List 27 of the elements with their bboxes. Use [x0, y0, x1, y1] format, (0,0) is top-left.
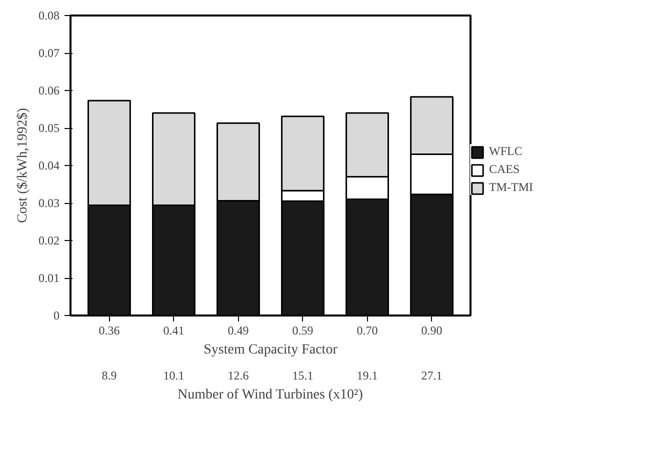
- x-axis-title: System Capacity Factor: [204, 342, 338, 358]
- x-tick-label: 0.59: [292, 324, 314, 338]
- y-tick-label: 0.04: [38, 158, 60, 172]
- text: 12.6: [228, 368, 249, 382]
- legend-label: CAES: [489, 162, 520, 177]
- x-tick-label: 0.36: [98, 324, 120, 338]
- legend-label: WFLC: [489, 144, 522, 159]
- x-tick-label: 0.41: [163, 324, 184, 338]
- y-tick-label: 0.01: [38, 271, 60, 285]
- y-tick-label: 0.07: [38, 46, 60, 60]
- x-tick-label: 0.49: [228, 324, 249, 338]
- y-tick-label: 0: [54, 308, 60, 322]
- legend-label: TM-TMI: [489, 180, 533, 195]
- x-tick-label: 0.70: [356, 324, 378, 338]
- text: 15.1: [292, 368, 314, 382]
- text: Number of Wind Turbines (x10²): [178, 388, 364, 402]
- x-tick-label: 0.90: [421, 324, 442, 338]
- y-tick-label: 0.03: [38, 196, 60, 210]
- y-tick-label: 0.08: [38, 8, 60, 22]
- y-axis-title: Cost ($/kWh,1992$): [16, 108, 30, 224]
- y-tick-label: 0.02: [38, 234, 60, 248]
- y-tick-label: 0.06: [38, 84, 60, 98]
- y-tick-label: 0.05: [38, 121, 60, 135]
- text: 27.1: [421, 368, 442, 382]
- text: 8.9: [102, 368, 117, 382]
- text: 10.1: [163, 368, 184, 382]
- text: 19.1: [356, 368, 378, 382]
